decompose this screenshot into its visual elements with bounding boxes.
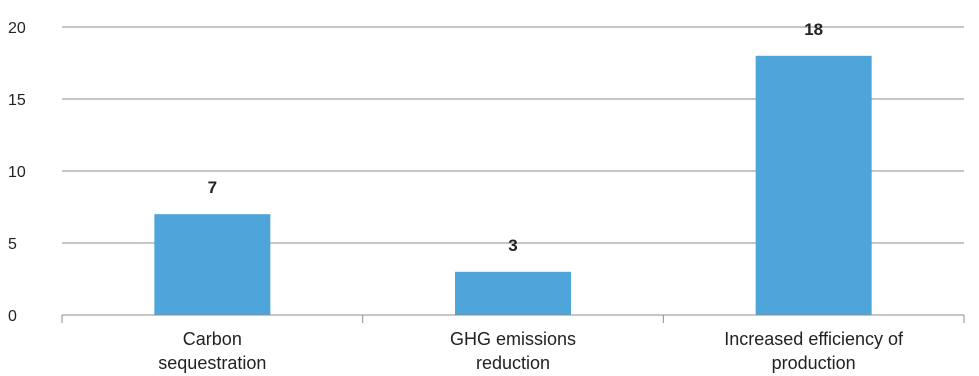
- data-label: 18: [804, 20, 823, 39]
- category-label: GHG emissions: [450, 329, 576, 349]
- bar: [755, 55, 872, 316]
- bars: [154, 55, 872, 316]
- y-axis-tick-labels: 0 5 10 15 20: [8, 20, 26, 325]
- category-labels: Carbon sequestration GHG emissions reductio…: [158, 329, 904, 373]
- category-label: sequestration: [158, 353, 266, 373]
- data-label: 3: [508, 236, 517, 255]
- category-label: reduction: [476, 353, 550, 373]
- bar: [455, 271, 571, 315]
- category-label: production: [772, 353, 856, 373]
- bar: [154, 214, 271, 315]
- data-label: 7: [208, 178, 217, 197]
- category-label: Carbon: [183, 329, 242, 349]
- y-tick-label: 15: [8, 92, 26, 109]
- category-label: Increased efficiency of: [724, 329, 904, 349]
- y-tick-label: 20: [8, 20, 26, 37]
- data-labels: 7 3 18: [208, 20, 824, 255]
- y-tick-label: 5: [8, 236, 17, 253]
- y-tick-label: 0: [8, 308, 17, 325]
- x-axis: [61, 314, 965, 323]
- y-tick-label: 10: [8, 164, 26, 181]
